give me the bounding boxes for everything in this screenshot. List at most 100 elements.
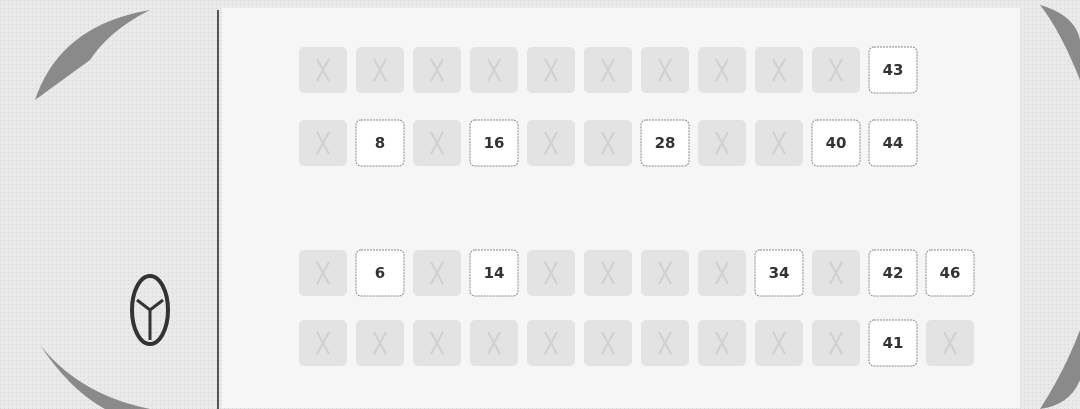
unavailable-seat: [926, 320, 974, 366]
x-icon: [316, 331, 330, 355]
x-icon: [544, 131, 558, 155]
x-icon: [658, 331, 672, 355]
seat-number[interactable]: 14: [484, 264, 505, 282]
seat-box[interactable]: [868, 319, 918, 367]
x-icon: [544, 331, 558, 355]
seat-number[interactable]: 41: [883, 334, 904, 352]
seat-number[interactable]: 28: [655, 134, 676, 152]
seat-number[interactable]: 43: [883, 61, 904, 79]
seat-number[interactable]: 42: [883, 264, 904, 282]
unavailable-seat: [527, 250, 575, 296]
unavailable-seat: [584, 47, 632, 93]
unavailable-seat: [698, 120, 746, 166]
unavailable-seat: [299, 320, 347, 366]
x-icon: [316, 261, 330, 285]
x-icon: [829, 261, 843, 285]
x-icon: [772, 58, 786, 82]
x-icon: [715, 261, 729, 285]
unavailable-seat: [755, 47, 803, 93]
x-icon: [829, 58, 843, 82]
seat-box[interactable]: [640, 119, 690, 167]
available-seat[interactable]: 41: [868, 319, 918, 367]
x-icon: [601, 131, 615, 155]
unavailable-seat: [812, 320, 860, 366]
available-seat[interactable]: 46: [925, 249, 975, 297]
unavailable-seat: [299, 47, 347, 93]
unavailable-seat: [641, 47, 689, 93]
available-seat[interactable]: 34: [754, 249, 804, 297]
front-corner-top: [35, 10, 150, 100]
unavailable-seat: [812, 250, 860, 296]
unavailable-seat: [356, 47, 404, 93]
seat-number[interactable]: 46: [940, 264, 961, 282]
unavailable-seat: [584, 120, 632, 166]
available-seat[interactable]: 43: [868, 46, 918, 94]
unavailable-seat: [299, 250, 347, 296]
x-icon: [601, 58, 615, 82]
x-icon: [544, 58, 558, 82]
available-seat[interactable]: 40: [811, 119, 861, 167]
x-icon: [430, 131, 444, 155]
unavailable-seat: [413, 120, 461, 166]
available-seat[interactable]: 14: [469, 249, 519, 297]
unavailable-seat: [641, 320, 689, 366]
x-icon: [715, 131, 729, 155]
seat-box[interactable]: [925, 249, 975, 297]
x-icon: [601, 261, 615, 285]
unavailable-seat: [413, 250, 461, 296]
available-seat[interactable]: 44: [868, 119, 918, 167]
seat-box[interactable]: [868, 46, 918, 94]
x-icon: [430, 58, 444, 82]
unavailable-seat: [413, 320, 461, 366]
unavailable-seat: [584, 250, 632, 296]
seat-box[interactable]: [355, 119, 405, 167]
x-icon: [658, 58, 672, 82]
rear-corner-top: [1040, 5, 1080, 80]
seat-number[interactable]: 8: [375, 134, 385, 152]
available-seat[interactable]: 28: [640, 119, 690, 167]
seat-number[interactable]: 34: [769, 264, 790, 282]
seat-box[interactable]: [355, 249, 405, 297]
seat-number[interactable]: 16: [484, 134, 505, 152]
unavailable-seat: [698, 250, 746, 296]
x-icon: [658, 261, 672, 285]
unavailable-seat: [470, 320, 518, 366]
x-icon: [772, 331, 786, 355]
seat-number[interactable]: 44: [883, 134, 904, 152]
seat-box[interactable]: [811, 119, 861, 167]
x-icon: [544, 261, 558, 285]
x-icon: [943, 331, 957, 355]
unavailable-seat: [413, 47, 461, 93]
x-icon: [430, 331, 444, 355]
unavailable-seat: [641, 250, 689, 296]
seat-box[interactable]: [469, 249, 519, 297]
unavailable-seat: [698, 47, 746, 93]
x-icon: [487, 58, 501, 82]
unavailable-seat: [356, 320, 404, 366]
seat-box[interactable]: [868, 119, 918, 167]
unavailable-seat: [812, 47, 860, 93]
available-seat[interactable]: 42: [868, 249, 918, 297]
available-seat[interactable]: 8: [355, 119, 405, 167]
unavailable-seat: [470, 47, 518, 93]
front-corner-bottom: [40, 345, 150, 409]
x-icon: [829, 331, 843, 355]
x-icon: [373, 331, 387, 355]
available-seat[interactable]: 6: [355, 249, 405, 297]
x-icon: [715, 58, 729, 82]
seat-number[interactable]: 6: [375, 264, 385, 282]
seat-box[interactable]: [868, 249, 918, 297]
seat-box[interactable]: [469, 119, 519, 167]
seat-box[interactable]: [754, 249, 804, 297]
x-icon: [316, 58, 330, 82]
available-seat[interactable]: 16: [469, 119, 519, 167]
unavailable-seat: [527, 47, 575, 93]
seat-number[interactable]: 40: [826, 134, 847, 152]
x-icon: [373, 58, 387, 82]
x-icon: [430, 261, 444, 285]
seats: 43 8 16 28 40 44 6 14 34 42 46 41: [299, 46, 975, 367]
x-icon: [715, 331, 729, 355]
x-icon: [772, 131, 786, 155]
